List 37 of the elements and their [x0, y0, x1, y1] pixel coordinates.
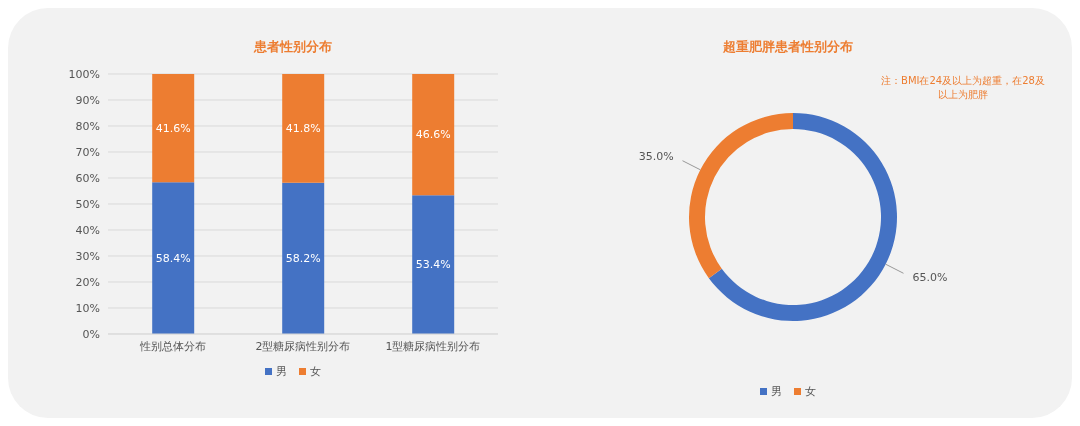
text: 注：BMI在24及以上为超重，在28及以上为肥胖 — [880, 74, 1046, 102]
chart-title: 患者性别分布 — [253, 38, 333, 56]
data-label: 41.6% — [155, 121, 191, 135]
data-label: 65.0% — [912, 271, 948, 285]
y-tick-label: 60% — [75, 171, 100, 185]
bar — [412, 195, 455, 334]
bar — [282, 182, 325, 334]
data-label: 35.0% — [638, 149, 674, 163]
y-tick-label: 30% — [75, 249, 100, 263]
donut-slice — [708, 113, 897, 321]
data-label: 58.2% — [285, 251, 321, 265]
bar — [152, 74, 195, 183]
y-tick-label: 10% — [75, 301, 100, 315]
x-tick-label: 1型糖尿病性别分布 — [385, 339, 481, 353]
y-tick-label: 100% — [68, 67, 100, 81]
data-label: 41.8% — [285, 121, 321, 135]
bar — [412, 74, 455, 196]
y-tick-label: 50% — [75, 197, 100, 211]
y-tick-label: 40% — [75, 223, 100, 237]
bar — [152, 182, 195, 334]
y-tick-label: 70% — [75, 145, 100, 159]
chart-title: 超重肥胖患者性别分布 — [722, 38, 854, 56]
data-label: 58.4% — [155, 251, 191, 265]
bar — [282, 74, 325, 183]
x-tick-label: 2型糖尿病性别分布 — [255, 339, 351, 353]
y-tick-label: 0% — [82, 327, 100, 341]
legend-label: 男 — [771, 384, 782, 399]
y-tick-label: 90% — [75, 93, 100, 107]
legend-label: 女 — [310, 364, 321, 379]
data-label: 53.4% — [415, 258, 451, 272]
donut-slice — [689, 113, 793, 279]
y-tick-label: 20% — [75, 275, 100, 289]
data-label: 46.6% — [415, 128, 451, 142]
legend-label: 女 — [805, 384, 816, 399]
x-tick-label: 性别总体分布 — [139, 339, 206, 353]
y-tick-label: 80% — [75, 119, 100, 133]
legend-label: 男 — [276, 364, 287, 379]
